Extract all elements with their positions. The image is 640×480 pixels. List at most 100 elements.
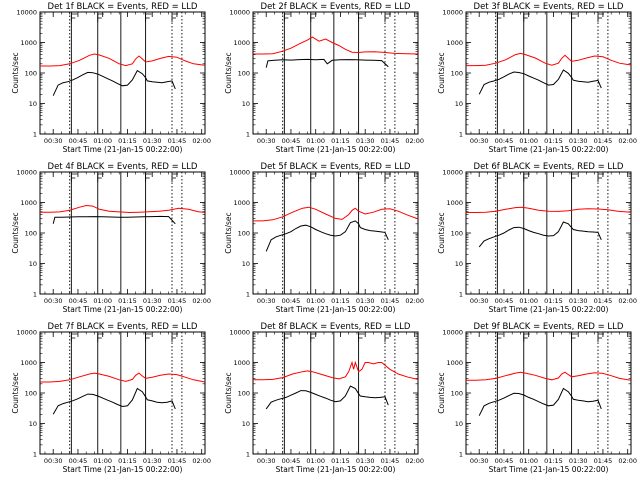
x-axis-label: Start Time (21-Jan-15 00:22:00) bbox=[63, 465, 183, 474]
y-tick-label: 1000 bbox=[446, 199, 463, 207]
x-tick-label: 00:45 bbox=[69, 457, 88, 465]
plot-frame bbox=[465, 331, 632, 455]
flag-marker bbox=[384, 333, 391, 342]
flag-marker bbox=[496, 173, 504, 182]
chart-panel-2: Det 2f BLACK = Events, RED = LLD 1 10 100 10… bbox=[224, 2, 424, 154]
x-tick-label: 01:45 bbox=[381, 137, 400, 145]
x-tick-label: 01:15 bbox=[331, 297, 350, 305]
x-tick-label: 00:30 bbox=[470, 297, 489, 305]
chart-panel-6: Det 6f BLACK = Events, RED = LLD 1 10 100 10… bbox=[437, 162, 637, 314]
x-tick-label: 00:30 bbox=[44, 137, 63, 145]
x-tick-label: 00:45 bbox=[69, 137, 88, 145]
x-tick-label: 01:00 bbox=[519, 137, 538, 145]
series-black-line bbox=[52, 387, 176, 415]
y-axis-label: Counts/sec bbox=[11, 212, 20, 253]
y-tick-label: 1000 bbox=[446, 39, 463, 47]
flag-marker bbox=[283, 13, 291, 22]
flag-marker bbox=[310, 333, 317, 342]
x-tick-label: 01:15 bbox=[544, 137, 563, 145]
chart-title: Det 2f BLACK = Events, RED = LLD bbox=[261, 2, 411, 12]
x-tick-label: 01:00 bbox=[519, 297, 538, 305]
x-tick-label: 01:30 bbox=[569, 457, 588, 465]
plot-frame bbox=[39, 171, 206, 295]
series-black-line bbox=[265, 220, 389, 252]
series-black-line bbox=[478, 221, 602, 248]
series-red-line bbox=[40, 53, 206, 67]
x-tick-label: 01:30 bbox=[143, 457, 162, 465]
flag-marker bbox=[523, 13, 530, 22]
y-tick-label: 100 bbox=[238, 390, 250, 398]
plot-frame bbox=[39, 11, 206, 135]
chart-panel-3: Det 3f BLACK = Events, RED = LLD 1 10 100 10… bbox=[437, 2, 637, 154]
plot-frame bbox=[465, 171, 632, 295]
chart-panel-9: Det 9f BLACK = Events, RED = LLD 1 10 100 10… bbox=[437, 322, 637, 474]
flag-marker bbox=[358, 173, 365, 182]
y-tick-label: 100 bbox=[25, 70, 37, 78]
y-axis-label: Counts/sec bbox=[437, 212, 446, 253]
y-tick-label: 1 bbox=[33, 451, 37, 459]
flag-marker bbox=[145, 13, 152, 22]
x-tick-label: 00:45 bbox=[282, 137, 301, 145]
x-axis-label: Start Time (21-Jan-15 00:22:00) bbox=[276, 145, 396, 154]
y-tick-label: 1000 bbox=[20, 359, 37, 367]
x-tick-label: 01:15 bbox=[544, 457, 563, 465]
y-tick-label: 10000 bbox=[16, 169, 37, 177]
y-tick-label: 100 bbox=[451, 390, 463, 398]
flag-marker bbox=[310, 173, 317, 182]
flag-marker bbox=[310, 13, 317, 22]
x-axis-label: Start Time (21-Jan-15 00:22:00) bbox=[276, 465, 396, 474]
x-tick-label: 01:45 bbox=[594, 457, 613, 465]
chart-panel-7: Det 7f BLACK = Events, RED = LLD 1 10 100 10… bbox=[11, 322, 211, 474]
x-tick-label: 02:00 bbox=[618, 457, 637, 465]
x-tick-label: 01:15 bbox=[331, 457, 350, 465]
y-tick-label: 10000 bbox=[16, 329, 37, 337]
x-tick-label: 02:00 bbox=[405, 297, 424, 305]
x-tick-label: 01:30 bbox=[356, 457, 375, 465]
y-tick-label: 1000 bbox=[233, 39, 250, 47]
x-tick-label: 00:30 bbox=[470, 137, 489, 145]
y-tick-label: 1000 bbox=[20, 199, 37, 207]
x-tick-label: 01:30 bbox=[356, 297, 375, 305]
y-axis-label: Counts/sec bbox=[224, 52, 233, 93]
y-tick-label: 1 bbox=[459, 451, 463, 459]
chart-panel-5: Det 5f BLACK = Events, RED = LLD 1 10 100 10… bbox=[224, 162, 424, 314]
y-tick-label: 1 bbox=[246, 291, 250, 299]
y-tick-label: 100 bbox=[25, 390, 37, 398]
series-red-line bbox=[40, 372, 206, 383]
y-tick-label: 1 bbox=[33, 291, 37, 299]
x-tick-label: 01:00 bbox=[93, 457, 112, 465]
plot-frame bbox=[252, 331, 419, 455]
y-tick-label: 10000 bbox=[16, 9, 37, 17]
flag-marker bbox=[145, 333, 152, 342]
y-tick-label: 10000 bbox=[442, 329, 463, 337]
chart-title: Det 1f BLACK = Events, RED = LLD bbox=[48, 2, 198, 12]
x-tick-label: 01:45 bbox=[594, 297, 613, 305]
y-tick-label: 100 bbox=[25, 230, 37, 238]
x-tick-label: 01:30 bbox=[143, 297, 162, 305]
plot-frame bbox=[252, 11, 419, 135]
flag-marker bbox=[571, 173, 578, 182]
flag-marker bbox=[597, 333, 604, 342]
x-tick-label: 01:45 bbox=[168, 457, 187, 465]
flag-marker bbox=[283, 173, 291, 182]
y-tick-label: 100 bbox=[451, 230, 463, 238]
flag-marker bbox=[496, 13, 504, 22]
x-tick-label: 01:00 bbox=[306, 137, 325, 145]
x-tick-label: 01:00 bbox=[93, 297, 112, 305]
y-tick-label: 10 bbox=[455, 260, 463, 268]
y-tick-label: 10 bbox=[29, 420, 37, 428]
flag-marker bbox=[70, 173, 78, 182]
y-tick-label: 1000 bbox=[20, 39, 37, 47]
y-axis-label: Counts/sec bbox=[437, 372, 446, 413]
x-tick-label: 00:30 bbox=[257, 457, 276, 465]
flag-marker bbox=[496, 333, 504, 342]
plot-frame bbox=[465, 11, 632, 135]
y-tick-label: 1000 bbox=[233, 359, 250, 367]
flag-marker bbox=[171, 13, 178, 22]
y-axis-label: Counts/sec bbox=[437, 52, 446, 93]
x-tick-label: 00:30 bbox=[257, 137, 276, 145]
y-tick-label: 10 bbox=[455, 100, 463, 108]
x-tick-label: 01:30 bbox=[143, 137, 162, 145]
y-tick-label: 10000 bbox=[442, 169, 463, 177]
